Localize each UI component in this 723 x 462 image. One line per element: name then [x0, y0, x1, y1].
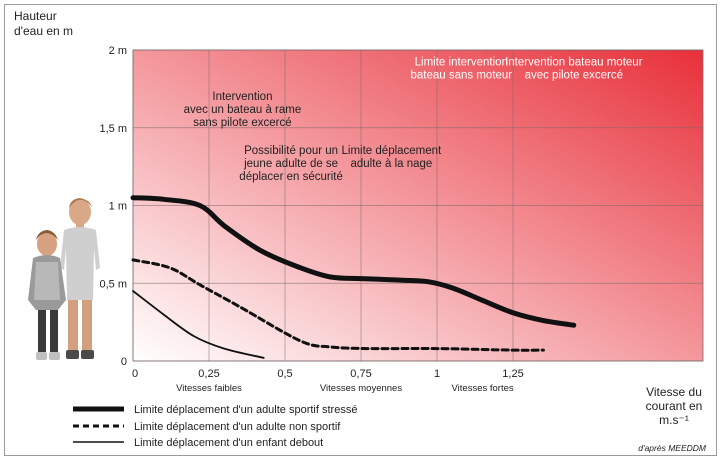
legend: Limite déplacement d'un adulte sportif s…: [73, 404, 357, 449]
x-tick-label-0: 0: [132, 368, 138, 380]
x-axis-title-line-3: m.s⁻¹: [659, 413, 689, 427]
x-tick-label-2: 0,5: [277, 368, 292, 380]
y-tick-label-2: 1 m: [109, 201, 127, 213]
series-lines: [130, 195, 577, 359]
x-tick-label-1: 0,25: [198, 368, 219, 380]
annotation-2-line-1: adulte à la nage: [350, 158, 432, 170]
annotation-1: Possibilité pour un jeune adulte de se dép…: [239, 145, 343, 183]
x-tick-label-3: 0,75: [350, 368, 371, 380]
legend-label-dashed: Limite déplacement d'un adulte non sport…: [134, 421, 341, 433]
annotation-1-line-0: Possibilité pour un: [244, 145, 338, 157]
x-tick-labels: 0 0,25 0,5 0,75 1 1,25: [132, 368, 524, 380]
annotations: Intervention avec un bateau à rame sans pi…: [184, 57, 643, 184]
x-tick-label-5: 1,25: [502, 368, 523, 380]
annotation-3-line-0: Limite intervention: [415, 57, 508, 69]
older-child-figure: [60, 198, 100, 359]
y-tick-label-3: 1,5 m: [99, 123, 127, 135]
y-axis-title-line-2: d'eau en m: [14, 24, 73, 38]
annotation-3-line-1: bateau sans moteur: [410, 70, 512, 82]
annotation-3: Limite intervention bateau sans moteur: [410, 57, 512, 82]
annotation-1-line-1: jeune adulte de se: [243, 158, 338, 170]
annotation-1-line-2: déplacer en sécurité: [239, 171, 343, 183]
annotation-0-line-1: avec un bateau à rame: [184, 104, 302, 116]
x-tick-label-4: 1: [434, 368, 440, 380]
annotation-4-line-1: avec pilote excercé: [525, 70, 623, 82]
x-axis-title-line-2: courant en: [646, 399, 703, 413]
children-illustration: [28, 198, 100, 360]
annotation-4: Intervention bateau moteur avec pilote ex…: [505, 57, 643, 82]
x-axis-title-line-1: Vitesse du: [646, 385, 702, 399]
annotation-2: Limite déplacement adulte à la nage: [342, 145, 443, 170]
annotation-0: Intervention avec un bateau à rame sans pi…: [184, 91, 302, 129]
legend-label-thin: Limite déplacement d'un enfant debout: [134, 437, 323, 449]
legend-label-thick: Limite déplacement d'un adulte sportif s…: [134, 404, 357, 416]
y-tick-label-4: 2 m: [109, 45, 127, 57]
zone-label-2: Vitesses fortes: [452, 383, 514, 394]
source-credit: d'après MEEDDM: [638, 443, 707, 453]
figure-frame: [4, 4, 717, 456]
grid: [132, 49, 704, 362]
younger-child-figure: [28, 230, 66, 360]
zone-label-1: Vitesses moyennes: [320, 383, 402, 394]
plot-border: [132, 49, 704, 362]
annotation-2-line-0: Limite déplacement: [342, 145, 443, 157]
y-tick-label-1: 0,5 m: [99, 278, 127, 290]
speed-zone-labels: Vitesses faibles Vitesses moyennes Vitesse…: [176, 383, 514, 394]
series-line-dashed: [131, 258, 545, 352]
annotation-0-line-0: Intervention: [212, 91, 272, 103]
y-tick-labels: 0 0,5 m 1 m 1,5 m 2 m: [99, 45, 127, 368]
zone-label-0: Vitesses faibles: [176, 383, 242, 394]
series-line-thin: [132, 290, 265, 359]
y-axis-title-line-1: Hauteur: [14, 9, 57, 23]
annotation-0-line-2: sans pilote excercé: [193, 117, 291, 129]
series-line-thick: [130, 195, 577, 328]
annotation-4-line-0: Intervention bateau moteur: [505, 57, 643, 69]
y-tick-label-0: 0: [121, 356, 127, 368]
